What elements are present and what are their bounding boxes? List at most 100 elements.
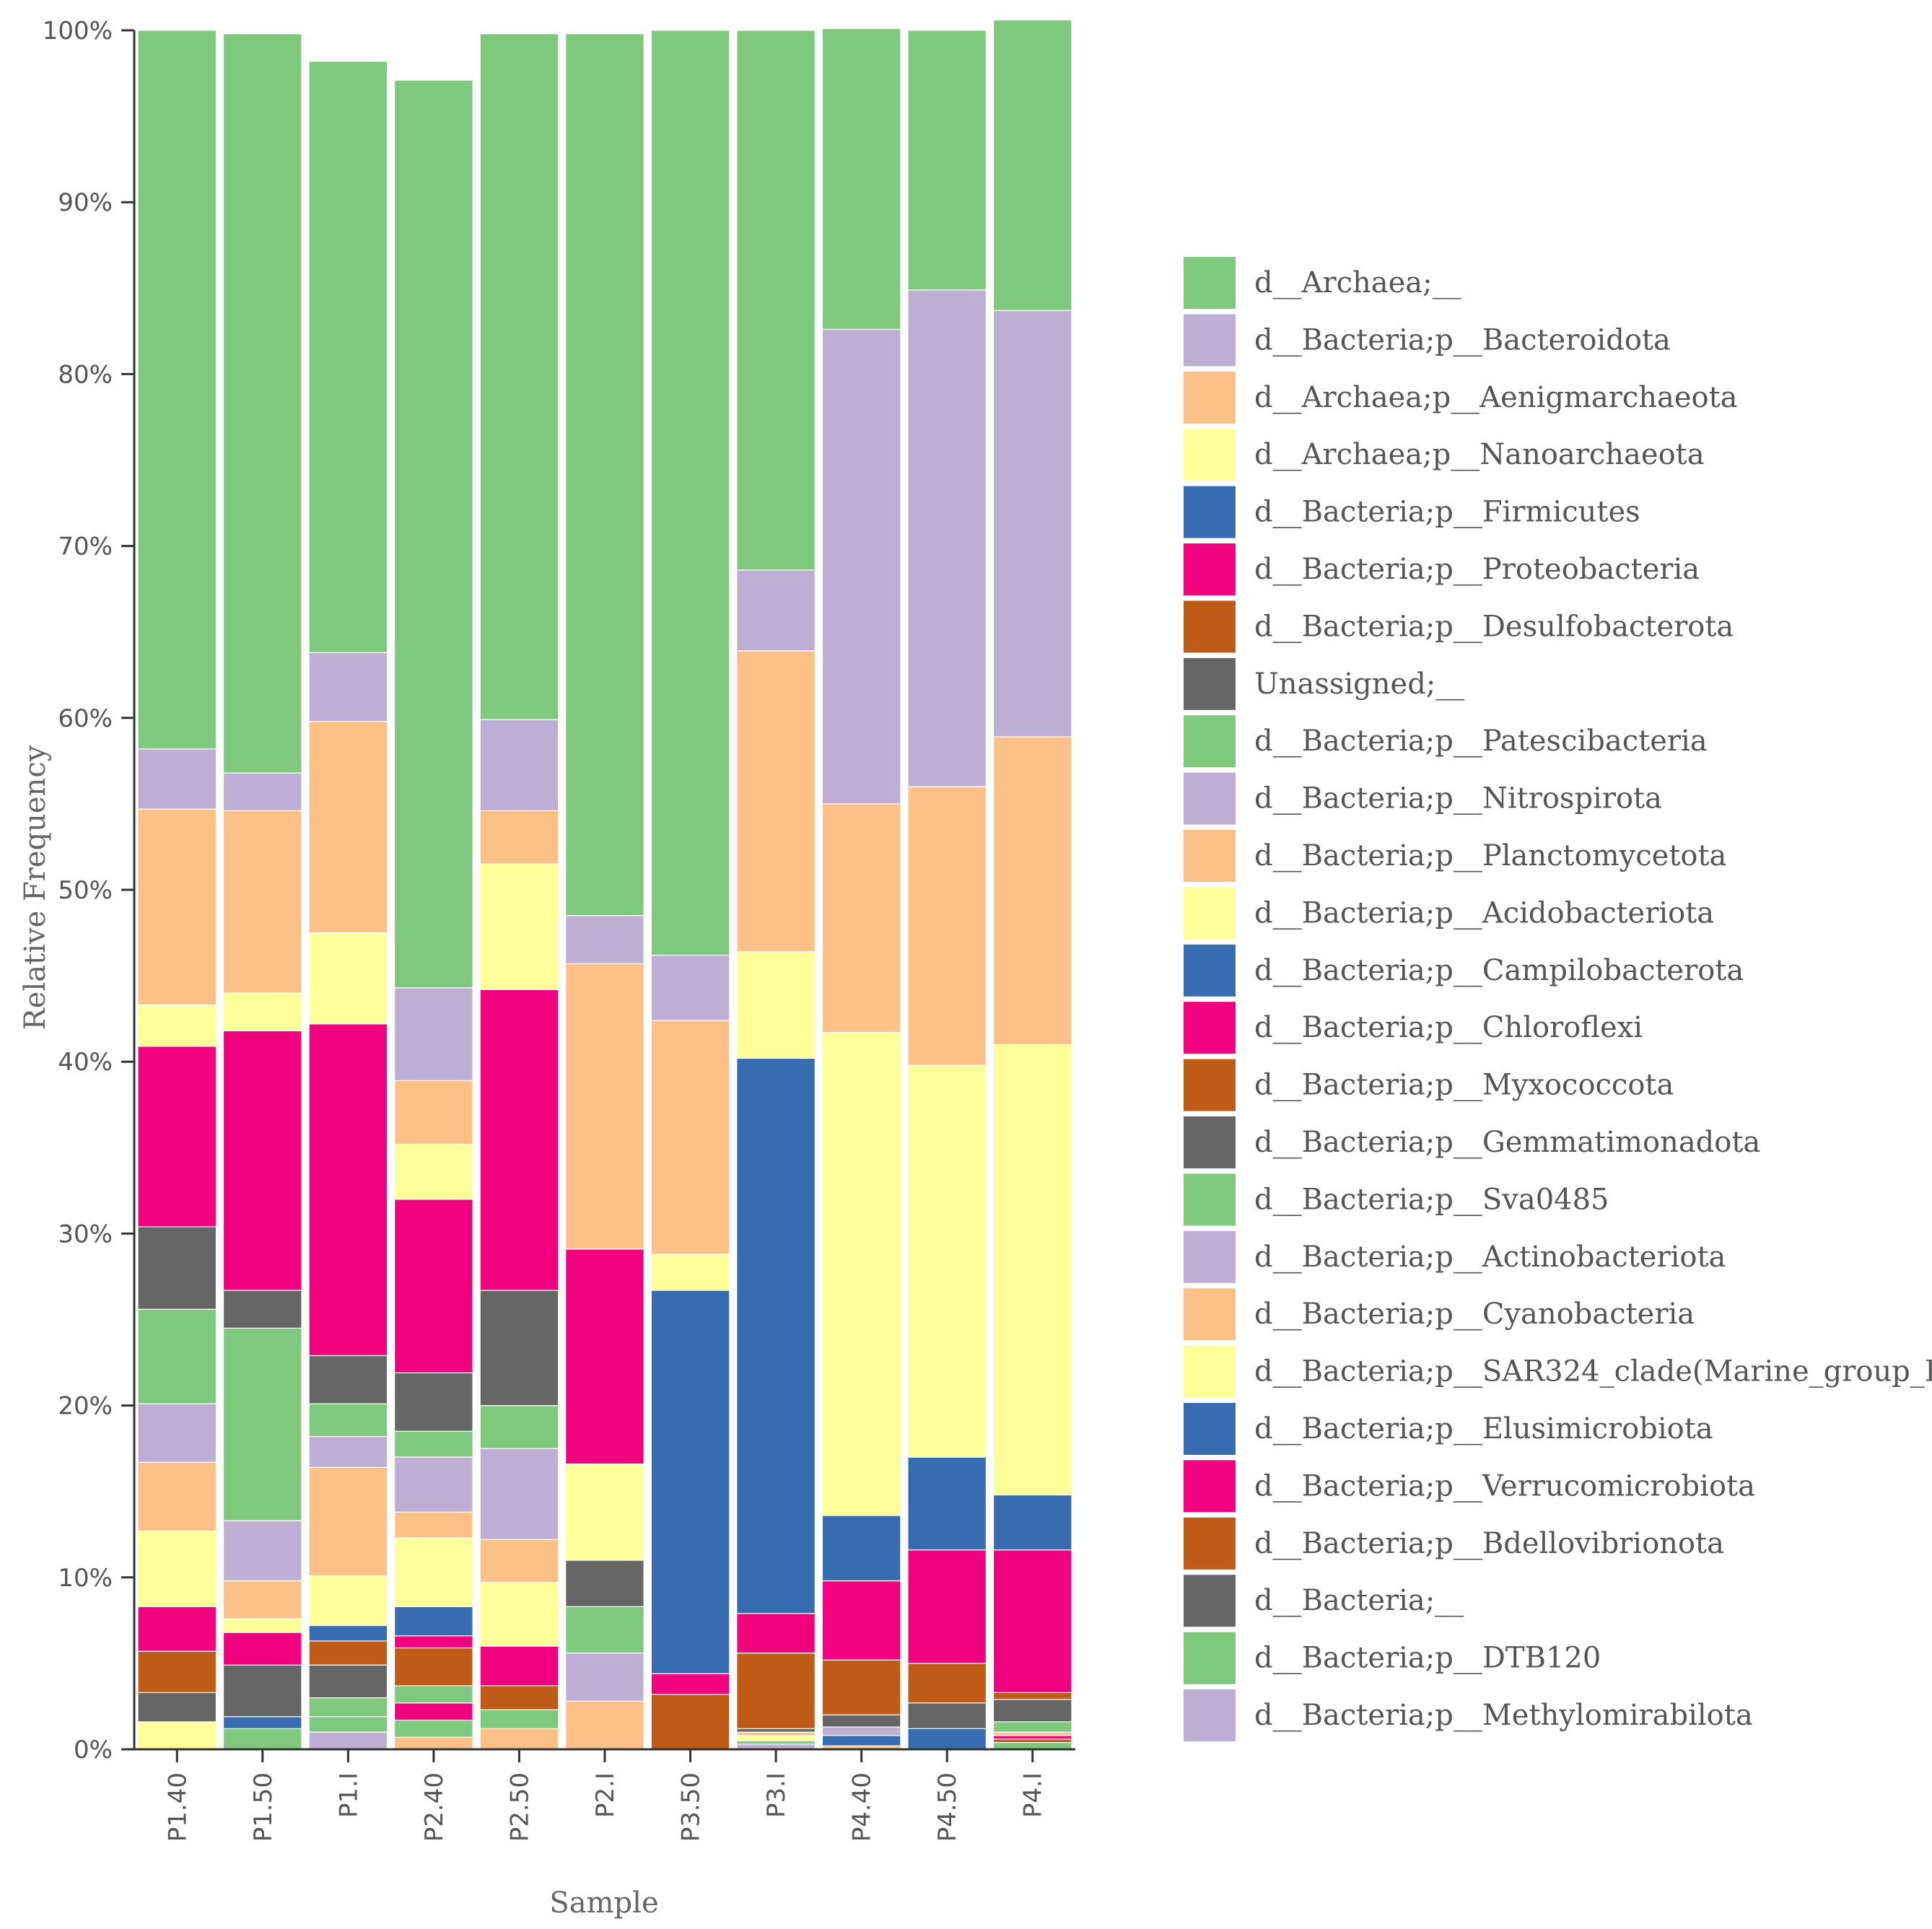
bar-segment (222, 772, 302, 812)
bar-segment (907, 1064, 987, 1458)
x-tick-label: P3.50 (677, 1772, 706, 1842)
bar-stack-p2-40 (393, 79, 473, 1750)
bar-segment (393, 1430, 473, 1458)
x-tick-label: P1.50 (249, 1772, 278, 1842)
bar-segment (821, 328, 901, 805)
x-tick-label: P4.40 (848, 1772, 877, 1842)
bar-segment (308, 652, 388, 722)
bar-segment (308, 1716, 388, 1733)
bar-segment (736, 1728, 816, 1733)
x-tick-label: P2.40 (420, 1772, 449, 1842)
bar-segment (222, 992, 302, 1031)
bar-segment (821, 27, 901, 330)
bar-segment (992, 1699, 1072, 1723)
bar-segment (821, 1659, 901, 1715)
bar-segment (393, 1702, 473, 1721)
bar-segment (137, 1046, 217, 1228)
bar-segment (736, 1613, 816, 1654)
legend-item: d__Bacteria;p__Gemmatimonadota (1184, 1116, 1760, 1168)
legend-swatch (1184, 1230, 1236, 1283)
bar-segment (222, 1580, 302, 1619)
bar-segment (992, 1044, 1072, 1496)
legend-label: d__Bacteria;p__Planctomycetota (1254, 839, 1726, 872)
bar-segment (479, 1290, 559, 1407)
legend-label: d__Bacteria;p__Cyanobacteria (1254, 1298, 1695, 1331)
legend-label: d__Bacteria;p__Elusimicrobiota (1254, 1412, 1713, 1445)
legend-item: d__Bacteria;p__Cyanobacteria (1184, 1288, 1695, 1341)
bar-segment (308, 1023, 388, 1357)
legend-label: d__Bacteria;p__Myxococcota (1254, 1069, 1674, 1102)
bar-stack-p4-40 (821, 27, 901, 1750)
bar-segment (308, 1697, 388, 1718)
legend-item: d__Bacteria;p__Proteobacteria (1184, 543, 1700, 595)
legend-item: d__Bacteria;p__Campilobacterota (1184, 944, 1744, 997)
bar-segment (650, 1673, 730, 1695)
legend-swatch (1184, 543, 1236, 595)
legend-label: Unassigned;__ (1254, 668, 1464, 701)
bar-segment (650, 1254, 730, 1291)
bar-segment (137, 1692, 217, 1723)
legend-swatch (1184, 657, 1236, 710)
bar-segment (736, 1731, 816, 1736)
bar-segment (736, 569, 816, 652)
bar-segment (992, 310, 1072, 738)
bar-segment (137, 1606, 217, 1652)
legend-label: d__Bacteria;p__Acidobacteriota (1254, 896, 1714, 929)
legend-swatch (1184, 887, 1236, 940)
bar-segment (907, 1549, 987, 1664)
bar-segment (650, 954, 730, 1021)
legend-item: d__Bacteria;p__Sva0485 (1184, 1173, 1609, 1226)
legend-swatch (1184, 1517, 1236, 1570)
legend-item: d__Bacteria;p__Desulfobacterota (1184, 600, 1734, 653)
bar-segment (137, 30, 217, 750)
bar-segment (907, 30, 987, 291)
bar-segment (479, 1539, 559, 1583)
bar-segment (393, 1647, 473, 1687)
bar-segment (137, 1403, 217, 1463)
legend-item: d__Bacteria;p__SAR324_clade(Marine_group… (1184, 1345, 1932, 1398)
bar-segment (821, 1580, 901, 1661)
legend-item: d__Bacteria;p__Methylomirabilota (1184, 1689, 1753, 1741)
bar-segment (565, 1463, 644, 1561)
legend-item: d__Bacteria;p__Bdellovibrionota (1184, 1517, 1724, 1570)
legend-item: d__Bacteria;p__Elusimicrobiota (1184, 1403, 1713, 1455)
bar-segment (736, 1653, 816, 1730)
bar-stack-p3-i (736, 30, 816, 1750)
legend-label: d__Archaea;p__Aenigmarchaeota (1254, 381, 1738, 414)
legend-swatch (1184, 257, 1236, 309)
bar-segment (137, 1721, 217, 1750)
bar-stack-p4-i (992, 19, 1072, 1750)
legend-swatch (1184, 1403, 1236, 1455)
bar-segment (393, 1080, 473, 1145)
legend-swatch (1184, 1345, 1236, 1398)
bar-segment (137, 1004, 217, 1047)
y-tick-label: 50% (58, 876, 113, 905)
y-tick-label: 70% (58, 533, 113, 561)
bar-segment (907, 1702, 987, 1729)
legend-label: d__Archaea;p__Nanoarchaeota (1254, 438, 1705, 471)
x-tick-label: P2.I (591, 1772, 620, 1818)
bar-segment (992, 1738, 1072, 1744)
bar-segment (308, 1624, 388, 1642)
y-tick-label: 40% (58, 1048, 113, 1077)
y-tick-label: 100% (43, 17, 113, 45)
legend-label: d__Bacteria;p__Chloroflexi (1254, 1011, 1643, 1044)
bar-segment (308, 720, 388, 934)
bar-segment (308, 1435, 388, 1469)
bar-segment (393, 1511, 473, 1539)
bar-segment (565, 1248, 644, 1465)
bar-segment (736, 30, 816, 571)
y-tick-label: 60% (58, 704, 113, 733)
legend-swatch (1184, 1059, 1236, 1111)
bar-segment (736, 1735, 816, 1741)
bar-segment (222, 1290, 302, 1329)
legend-label: d__Bacteria;p__Verrucomicrobiota (1254, 1469, 1755, 1502)
legend-swatch (1184, 1632, 1236, 1684)
bar-segment (393, 1537, 473, 1607)
legend-swatch (1184, 715, 1236, 768)
bar-segment (479, 719, 559, 812)
bar-segment (479, 1582, 559, 1647)
legend-item: d__Bacteria;p__Verrucomicrobiota (1184, 1460, 1755, 1513)
bar-segment (393, 79, 473, 989)
x-tick-label: P1.I (334, 1772, 363, 1818)
